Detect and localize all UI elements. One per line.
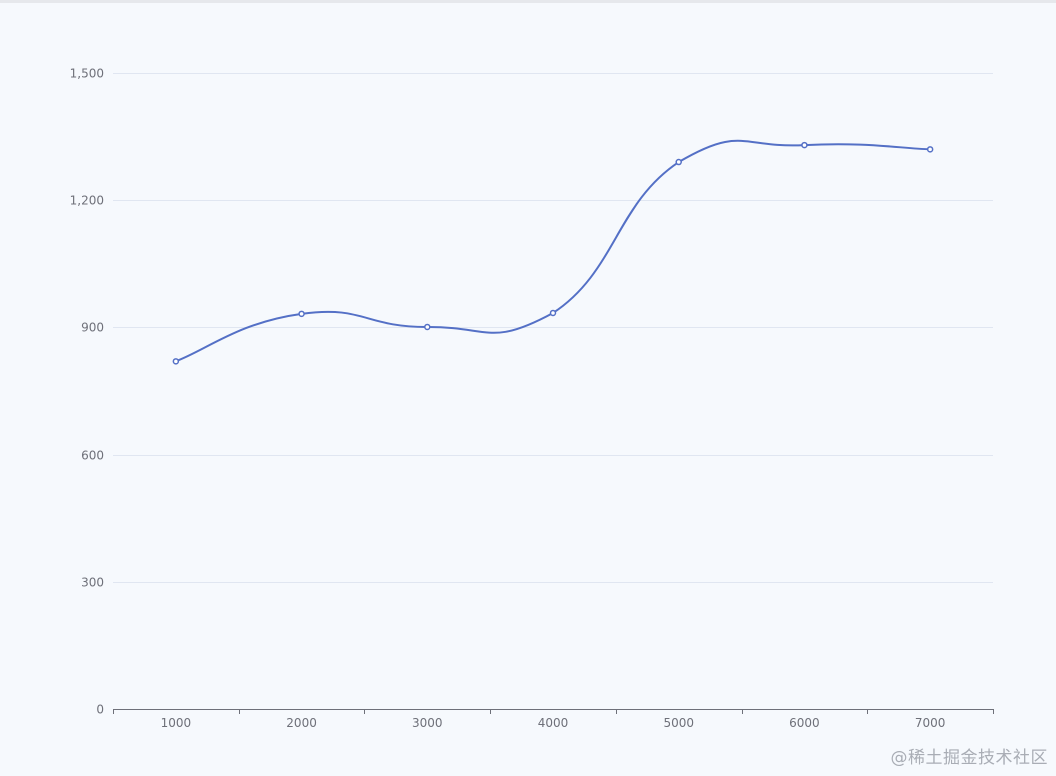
y-tick-label: 0 — [96, 703, 104, 717]
series — [176, 141, 930, 362]
x-tick-label: 1000 — [161, 716, 192, 730]
x-tick-labels: 1000 2000 3000 4000 5000 6000 7000 — [161, 716, 946, 730]
y-tick-label: 1,500 — [70, 67, 104, 81]
y-tick-label: 900 — [81, 321, 104, 335]
x-tick-label: 4000 — [538, 716, 569, 730]
x-tick-label: 2000 — [286, 716, 317, 730]
axes — [113, 709, 994, 714]
x-tick-label: 5000 — [663, 716, 694, 730]
watermark: @稀土掘金技术社区 — [891, 743, 1049, 768]
series-line — [176, 141, 930, 362]
x-tick-label: 6000 — [789, 716, 820, 730]
data-point — [425, 324, 430, 329]
y-tick-label: 600 — [81, 449, 104, 463]
x-tick-label: 7000 — [915, 716, 946, 730]
data-point — [299, 311, 304, 316]
y-tick-label: 300 — [81, 576, 104, 590]
data-points — [173, 143, 932, 364]
data-point — [928, 147, 933, 152]
data-point — [173, 359, 178, 364]
data-point — [551, 310, 556, 315]
data-point — [676, 160, 681, 165]
y-tick-label: 1,200 — [70, 194, 104, 208]
data-point — [802, 143, 807, 148]
y-tick-labels: 0 300 600 900 1,200 1,500 — [70, 67, 104, 717]
x-tick-label: 3000 — [412, 716, 443, 730]
